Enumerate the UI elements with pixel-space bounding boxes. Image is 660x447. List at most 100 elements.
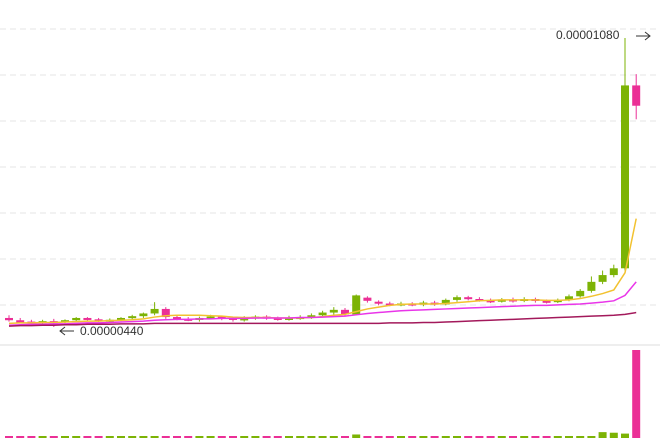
- volume-bar: [150, 436, 159, 438]
- candle-body: [576, 290, 585, 297]
- volume-bar: [184, 436, 193, 438]
- volume-bar: [397, 436, 405, 438]
- volume-bar: [464, 436, 473, 438]
- candle-body: [464, 297, 473, 300]
- candle-body: [318, 312, 327, 316]
- candle-body: [173, 317, 181, 320]
- volume-bar: [553, 436, 562, 438]
- candle-body: [61, 320, 69, 323]
- candle-body: [206, 316, 215, 319]
- volume-bar: [273, 436, 282, 438]
- volume-bar: [128, 436, 137, 438]
- volume-bar: [262, 436, 271, 438]
- volume-bar: [285, 436, 293, 438]
- volume-bar: [329, 436, 338, 438]
- volume-bar: [173, 436, 181, 438]
- volume-bar: [240, 436, 249, 438]
- candle-body: [273, 317, 282, 320]
- volume-bar: [83, 436, 92, 438]
- candle-body: [94, 319, 103, 322]
- volume-bar: [598, 432, 607, 438]
- candle-body: [117, 317, 125, 320]
- candle-body: [5, 317, 13, 321]
- volume-bar: [419, 436, 428, 438]
- volume-bar: [430, 436, 439, 438]
- candle-body: [632, 85, 641, 106]
- candle-body: [217, 316, 226, 319]
- min-price-label: 0.00000440: [80, 324, 144, 338]
- volume-bar: [5, 436, 13, 438]
- volume-bar: [497, 436, 506, 438]
- candle-body: [139, 313, 148, 317]
- volume-bar: [61, 436, 69, 438]
- candle-body: [307, 315, 316, 318]
- volume-bar: [94, 436, 103, 438]
- volume-bar: [352, 434, 361, 438]
- volume-bar: [341, 436, 349, 438]
- candle-body: [475, 299, 484, 302]
- candlesticks: [5, 38, 641, 327]
- moving-average-line: [8, 218, 637, 325]
- volume-bar: [475, 436, 484, 438]
- candle-body: [16, 320, 25, 323]
- low-arrow-head: [59, 326, 66, 336]
- candle-body: [83, 317, 92, 320]
- candle-body: [621, 85, 629, 269]
- volume-bar: [72, 436, 81, 438]
- candle-body: [385, 303, 394, 306]
- candle-body: [486, 300, 495, 303]
- candle-body: [453, 297, 461, 300]
- volume-bar: [38, 436, 47, 438]
- volume-bar: [621, 433, 629, 438]
- max-price-label: 0.00001080: [556, 28, 620, 42]
- volume-bar: [105, 436, 114, 438]
- volume-bars: [5, 350, 641, 438]
- volume-bar: [441, 436, 450, 438]
- volume-bar: [16, 436, 25, 438]
- high-arrow-head: [644, 31, 651, 41]
- volume-bar: [509, 436, 517, 438]
- candle-body: [598, 275, 607, 282]
- volume-bar: [576, 436, 585, 438]
- volume-bar: [374, 436, 383, 438]
- candle-body: [565, 296, 573, 300]
- candle-body: [341, 309, 349, 315]
- volume-bar: [206, 436, 215, 438]
- volume-bar: [520, 436, 529, 438]
- volume-bar: [49, 436, 58, 438]
- candle-body: [352, 295, 361, 315]
- candle-body: [285, 317, 293, 320]
- volume-bar: [139, 436, 148, 438]
- volume-bar: [195, 436, 204, 438]
- volume-bar: [531, 436, 540, 438]
- volume-bar: [542, 436, 551, 438]
- candle-body: [150, 308, 159, 314]
- volume-bar: [565, 436, 573, 438]
- moving-average-line: [8, 281, 637, 326]
- annotation-arrows: [59, 31, 651, 336]
- volume-bar: [486, 436, 495, 438]
- candle-body: [363, 297, 372, 301]
- candle-body: [161, 308, 170, 318]
- candle-body: [609, 268, 618, 276]
- candle-body: [542, 300, 551, 303]
- candle-body: [72, 317, 81, 321]
- volume-bar: [408, 436, 417, 438]
- volume-bar: [27, 436, 36, 438]
- volume-bar: [229, 436, 237, 438]
- volume-bar: [632, 350, 641, 438]
- volume-bar: [251, 436, 260, 438]
- candle-body: [374, 301, 383, 304]
- candle-body: [441, 299, 450, 305]
- candle-body: [329, 309, 338, 313]
- candle-body: [240, 318, 249, 321]
- volume-bar: [363, 436, 372, 438]
- moving-average-lines: [8, 218, 637, 327]
- volume-bar: [217, 436, 226, 438]
- moving-average-line: [8, 311, 637, 327]
- volume-bar: [117, 436, 125, 438]
- volume-bar: [161, 436, 170, 438]
- grid-lines: [0, 28, 660, 346]
- volume-bar: [609, 432, 618, 438]
